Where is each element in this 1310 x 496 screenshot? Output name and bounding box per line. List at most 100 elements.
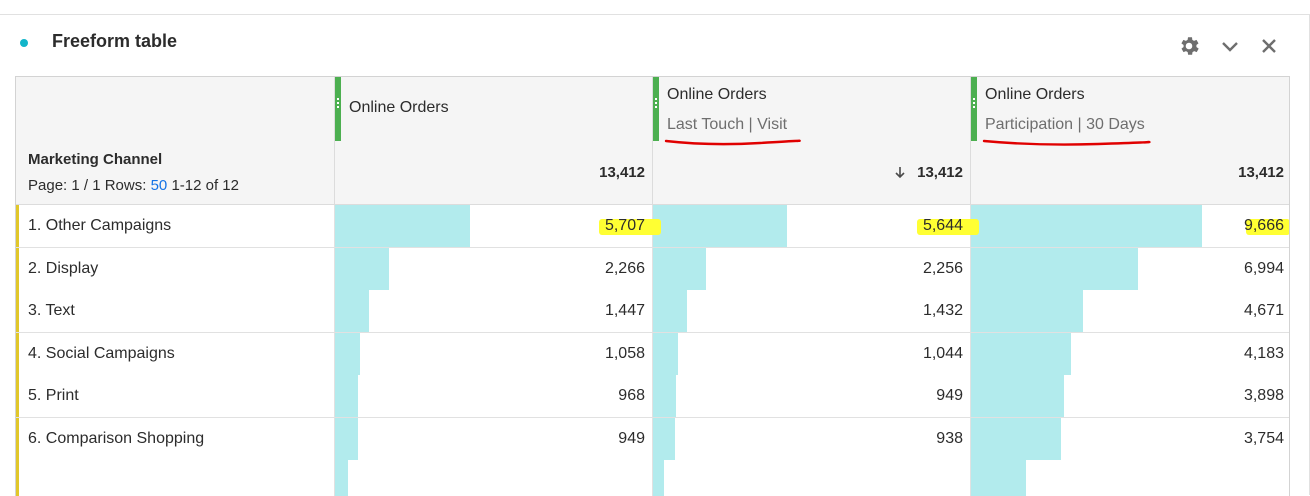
metric-value: 968 — [618, 387, 645, 404]
metric-value: 938 — [936, 429, 963, 447]
column-header-1[interactable]: Online Orders — [334, 77, 653, 141]
metric-cell[interactable]: 6,994 — [970, 247, 1289, 290]
summary-row: Marketing Channel Page: 1 / 1 Rows: 50 1… — [16, 141, 1289, 205]
column-total-3: 13,412 — [970, 141, 1289, 204]
percent-bar — [335, 417, 358, 460]
metric-value: 5,644 — [922, 217, 963, 234]
row-label[interactable]: 6. Comparison Shopping — [28, 429, 205, 447]
table-row[interactable]: 3. Text 1,447 1,432 4,671 — [16, 290, 1289, 333]
metric-cell[interactable]: 949 — [334, 417, 653, 460]
metric-cell[interactable]: 2,256 — [652, 247, 971, 290]
row-accent — [16, 417, 19, 460]
metric-value: 1,447 — [604, 302, 645, 319]
drag-handle[interactable] — [653, 77, 659, 141]
row-label[interactable]: 4. Social Campaigns — [28, 344, 175, 362]
metric-cell[interactable]: 968 — [334, 375, 653, 417]
percent-bar — [653, 375, 676, 417]
percent-bar — [653, 247, 706, 290]
row-accent — [16, 375, 19, 417]
metric-cell[interactable]: 5,644 — [652, 205, 979, 247]
sort-descending-icon[interactable] — [893, 165, 907, 179]
metric-cell[interactable]: 2,266 — [334, 247, 653, 290]
rows-per-page-select[interactable]: 50 — [150, 177, 168, 194]
row-accent — [16, 460, 19, 496]
percent-bar — [335, 290, 369, 332]
column-metric-label: Online Orders — [349, 99, 449, 116]
metric-value: 4,671 — [1243, 302, 1284, 319]
percent-bar — [971, 290, 1083, 332]
column-header-2[interactable]: Online Orders Last Touch | Visit — [652, 77, 971, 141]
column-attribution-label[interactable]: Participation | 30 Days — [985, 116, 1145, 133]
drag-handle[interactable] — [335, 77, 341, 141]
percent-bar — [653, 205, 787, 247]
row-accent — [16, 290, 19, 332]
close-icon[interactable] — [1257, 34, 1281, 58]
column-total-2: 13,412 — [652, 141, 971, 204]
metric-cell[interactable] — [652, 460, 971, 496]
row-accent — [16, 332, 19, 375]
percent-bar — [335, 460, 348, 496]
drag-handle[interactable] — [971, 77, 977, 141]
percent-bar — [335, 332, 360, 375]
panel-title: Freeform table — [52, 31, 178, 51]
table-row[interactable]: 2. Display 2,266 2,256 6,994 — [16, 247, 1289, 291]
page-label: Page: 1 / 1 Rows: — [28, 177, 147, 194]
metric-value: 6,994 — [1243, 259, 1284, 277]
metric-cell[interactable]: 5,707 — [334, 205, 661, 247]
metric-value: 949 — [936, 387, 963, 404]
metric-cell[interactable]: 1,058 — [334, 332, 653, 375]
metric-cell[interactable]: 1,432 — [652, 290, 971, 332]
table-row[interactable]: 1. Other Campaigns 5,707 5,644 9,666 — [16, 205, 1289, 248]
percent-bar — [335, 375, 358, 417]
table-row[interactable]: 6. Comparison Shopping 949 938 3,754 — [16, 417, 1289, 461]
metric-value: 3,898 — [1243, 387, 1284, 404]
status-dot — [20, 39, 28, 47]
freeform-table-panel: Freeform table Online Orders Online Orde… — [0, 14, 1310, 496]
table-row[interactable]: 5. Print 968 949 3,898 — [16, 375, 1289, 418]
metric-cell[interactable]: 3,898 — [970, 375, 1289, 417]
column-header-3[interactable]: Online Orders Participation | 30 Days — [970, 77, 1289, 141]
metric-cell[interactable]: 938 — [652, 417, 971, 460]
metric-value: 1,058 — [604, 344, 645, 362]
metric-cell[interactable]: 949 — [652, 375, 971, 417]
metric-cell[interactable]: 1,447 — [334, 290, 653, 332]
metric-value: 4,183 — [1243, 344, 1284, 362]
row-label[interactable]: 3. Text — [28, 302, 75, 319]
freeform-table: Online Orders Online Orders Last Touch |… — [15, 76, 1290, 496]
percent-bar — [335, 205, 470, 247]
metric-cell[interactable] — [334, 460, 653, 496]
metric-value: 3,754 — [1243, 429, 1284, 447]
row-label[interactable]: 1. Other Campaigns — [28, 217, 172, 234]
row-label[interactable]: 5. Print — [28, 387, 79, 404]
metric-cell[interactable]: 4,671 — [970, 290, 1289, 332]
column-metric-label: Online Orders — [985, 86, 1085, 103]
highlight-annotation — [1246, 219, 1289, 235]
gear-icon[interactable] — [1177, 34, 1201, 58]
chevron-down-icon[interactable] — [1218, 34, 1242, 58]
metric-value: 5,707 — [604, 217, 645, 234]
metric-cell[interactable]: 4,183 — [970, 332, 1289, 375]
table-row[interactable]: 4. Social Campaigns 1,058 1,044 4,183 — [16, 332, 1289, 376]
table-row[interactable] — [16, 460, 1289, 496]
percent-bar — [971, 205, 1202, 247]
metric-cell[interactable] — [970, 460, 1289, 496]
row-label[interactable]: 2. Display — [28, 259, 99, 277]
total-value: 13,412 — [917, 164, 963, 181]
column-attribution-label[interactable]: Last Touch | Visit — [667, 116, 788, 133]
metric-cell[interactable]: 1,044 — [652, 332, 971, 375]
percent-bar — [653, 290, 687, 332]
percent-bar — [971, 247, 1138, 290]
percent-bar — [971, 417, 1061, 460]
row-range: 1-12 of 12 — [171, 177, 239, 194]
dimension-name[interactable]: Marketing Channel — [28, 151, 163, 168]
percent-bar — [971, 332, 1071, 375]
row-accent — [16, 247, 19, 290]
highlight-annotation — [599, 219, 661, 235]
metric-value: 2,266 — [604, 259, 645, 277]
percent-bar — [335, 247, 389, 290]
percent-bar — [653, 460, 664, 496]
total-value: 13,412 — [1238, 164, 1284, 181]
metric-cell[interactable]: 3,754 — [970, 417, 1289, 460]
metric-cell[interactable]: 9,666 — [970, 205, 1289, 247]
metric-value: 1,432 — [922, 302, 963, 319]
